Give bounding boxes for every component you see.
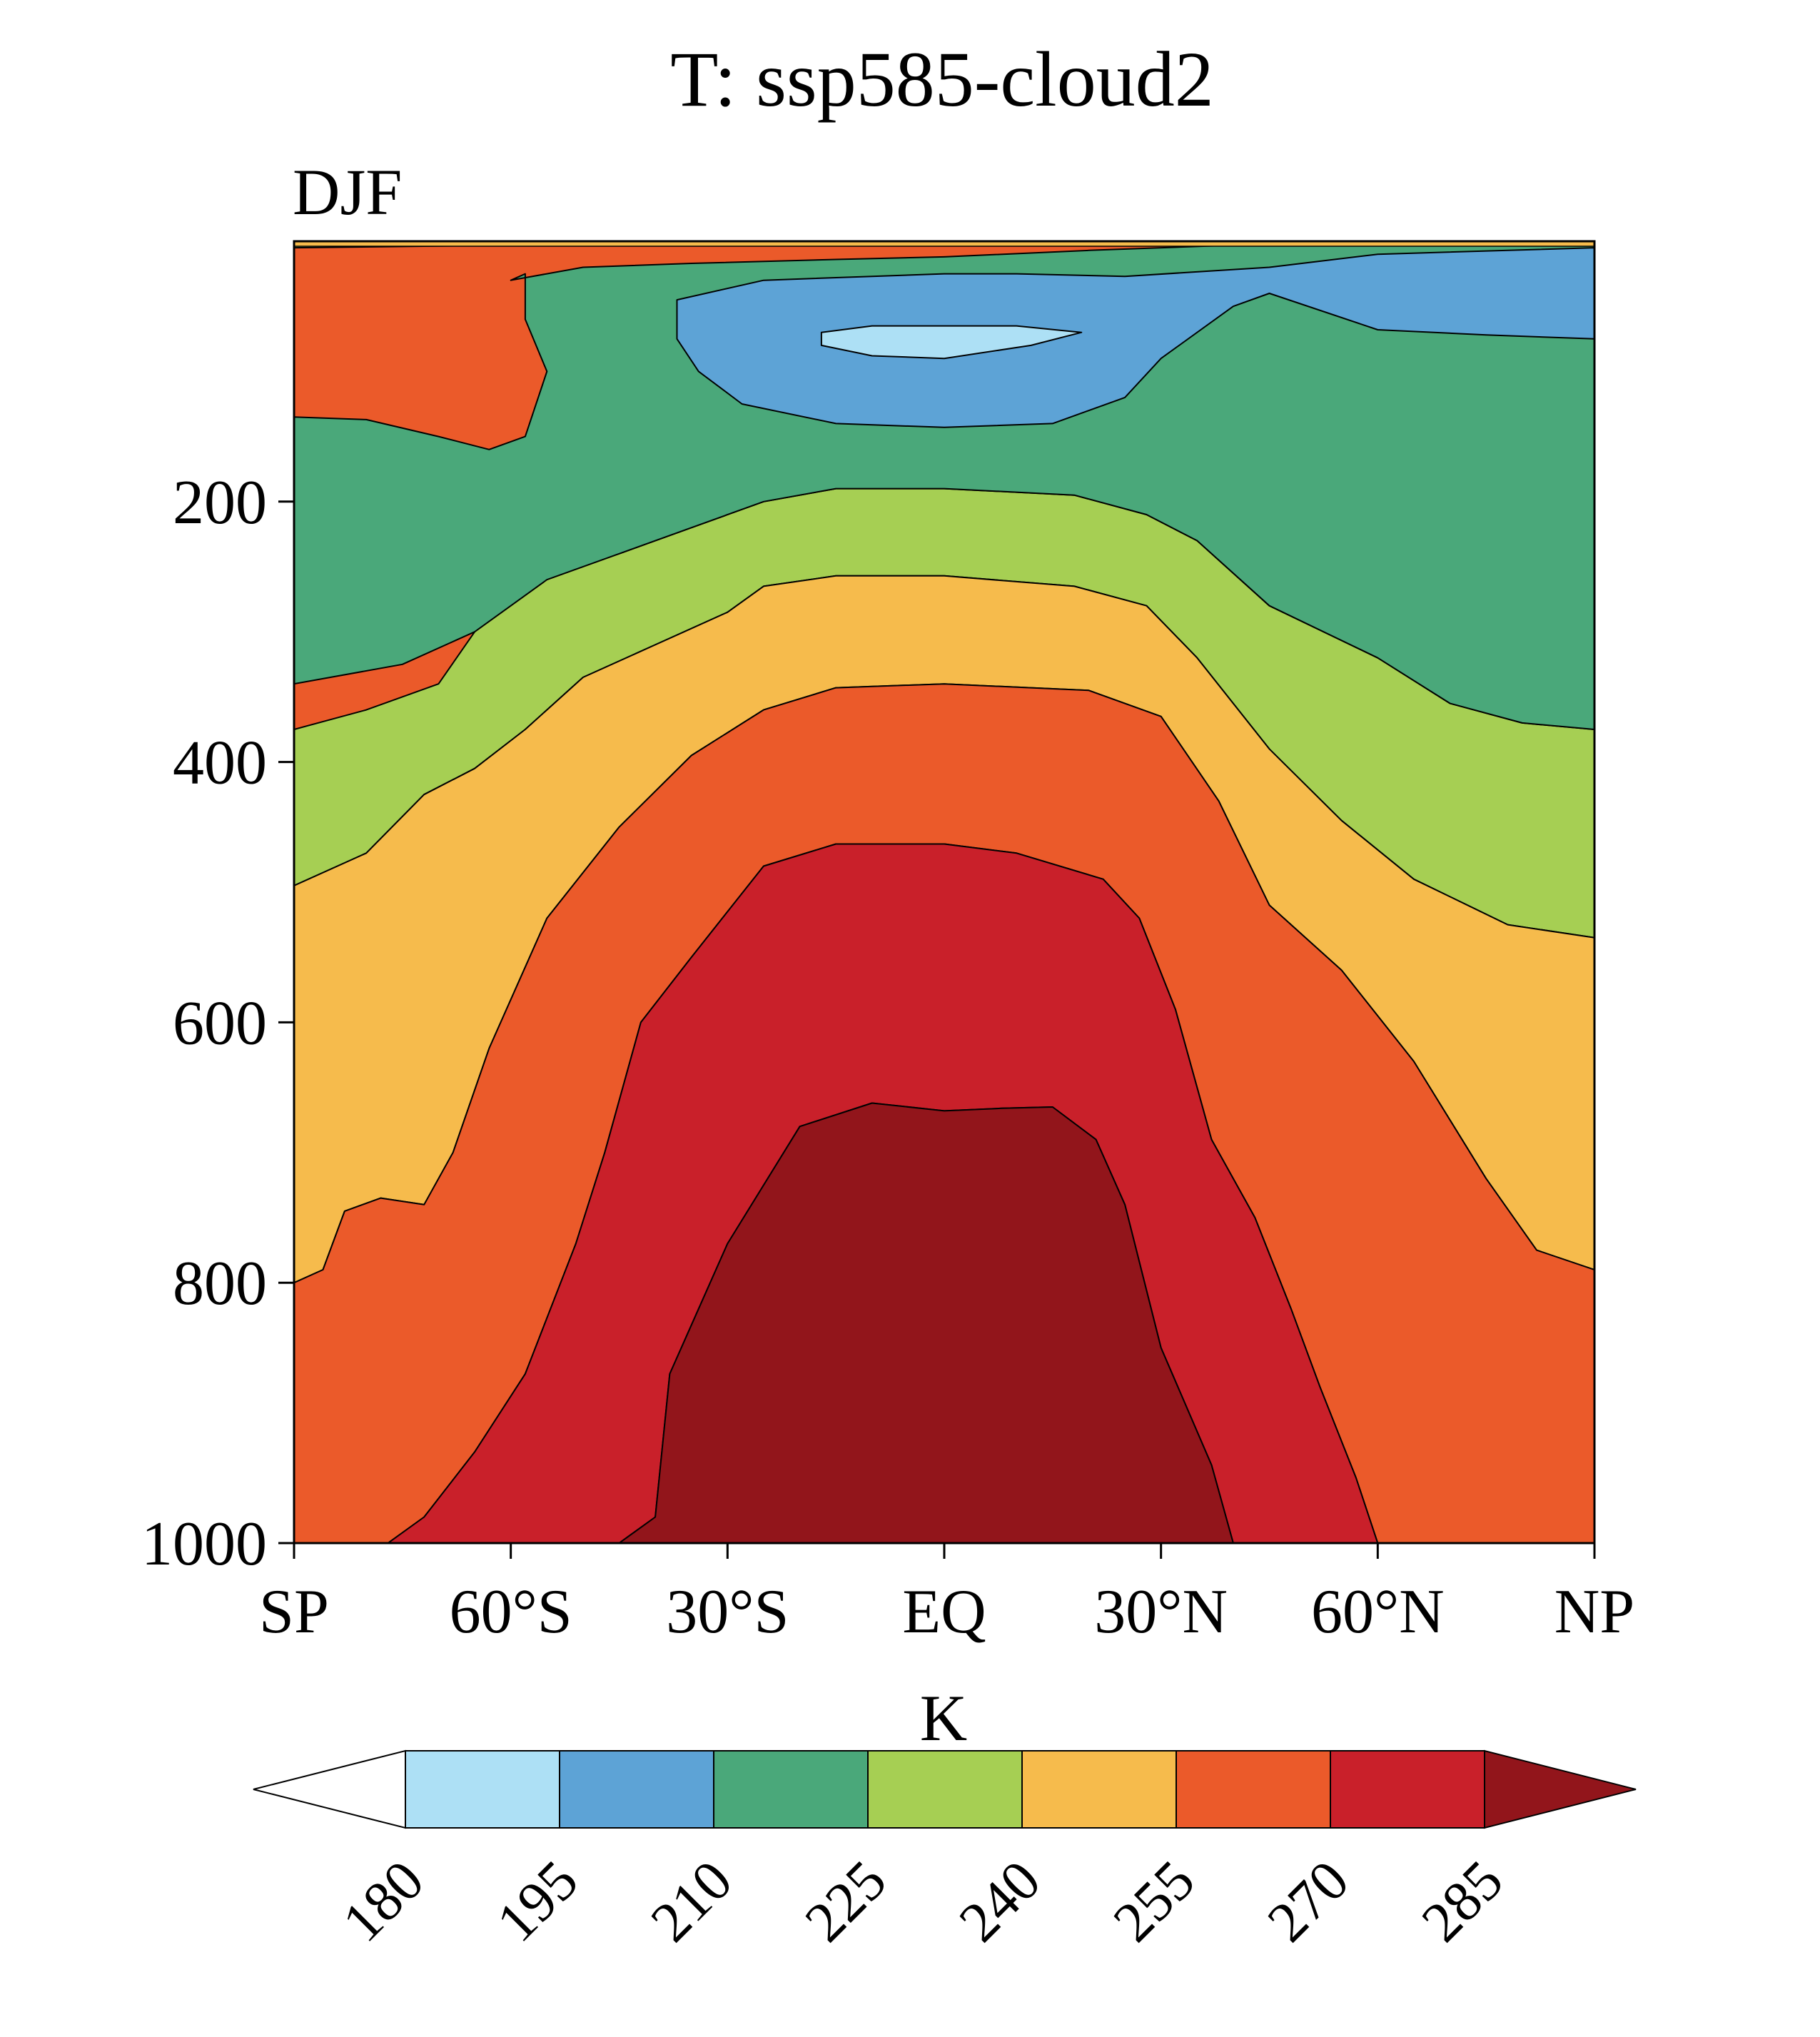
colorbar-tick-label: 240 [948,1849,1053,1954]
colorbar-tick-label: 195 [485,1849,590,1954]
colorbar-tick-label: 210 [639,1849,744,1954]
contour-band-gt285 [618,1102,1234,1543]
colorbar-low-arrow [253,1749,406,1829]
y-tick-label: 200 [173,468,267,537]
colorbar-tick-label: 270 [1256,1849,1361,1954]
contour-fill-layer [294,241,1594,1543]
colorbar-unit-label: K [920,1682,967,1754]
chart-title: T: ssp585-cloud2 [670,36,1213,123]
x-tick-label: 60°N [1311,1577,1445,1647]
colorbar-box [405,1750,560,1829]
colorbar-high-arrow [1484,1749,1637,1829]
colorbar-box [713,1750,869,1829]
colorbar-tick-label: 255 [1102,1849,1207,1954]
x-tick-label: NP [1554,1577,1635,1647]
y-tick-label: 600 [173,989,267,1058]
colorbar-tick-label: 180 [331,1849,436,1954]
y-axis: 1000 800 600 400 200 [141,468,294,1579]
colorbar: 180 195 210 225 240 255 270 285 [253,1749,1637,1954]
colorbar-box [1176,1750,1331,1829]
colorbar-box [867,1750,1023,1829]
colorbar-box [1021,1750,1177,1829]
x-tick-label: SP [259,1577,329,1647]
colorbar-tick-label: 285 [1410,1849,1515,1954]
x-tick-label: 30°N [1094,1577,1228,1647]
y-tick-label: 400 [173,729,267,798]
season-subtitle: DJF [293,156,402,228]
x-axis: SP 60°S 30°S EQ 30°N 60°N NP [259,1543,1634,1647]
contour-band-lt195 [820,325,1083,360]
x-tick-label: 60°S [450,1577,572,1647]
y-tick-label: 800 [173,1249,267,1318]
contour-band-top-sliver [294,241,1594,247]
colorbar-box [1330,1750,1485,1829]
x-tick-label: EQ [902,1577,986,1647]
contour-band-210-225 [294,241,1594,730]
x-tick-label: 30°S [666,1577,789,1647]
colorbar-box [559,1750,714,1829]
contour-band-195-210 [676,247,1594,428]
y-tick-label: 1000 [141,1510,267,1579]
colorbar-tick-label: 225 [794,1849,899,1954]
